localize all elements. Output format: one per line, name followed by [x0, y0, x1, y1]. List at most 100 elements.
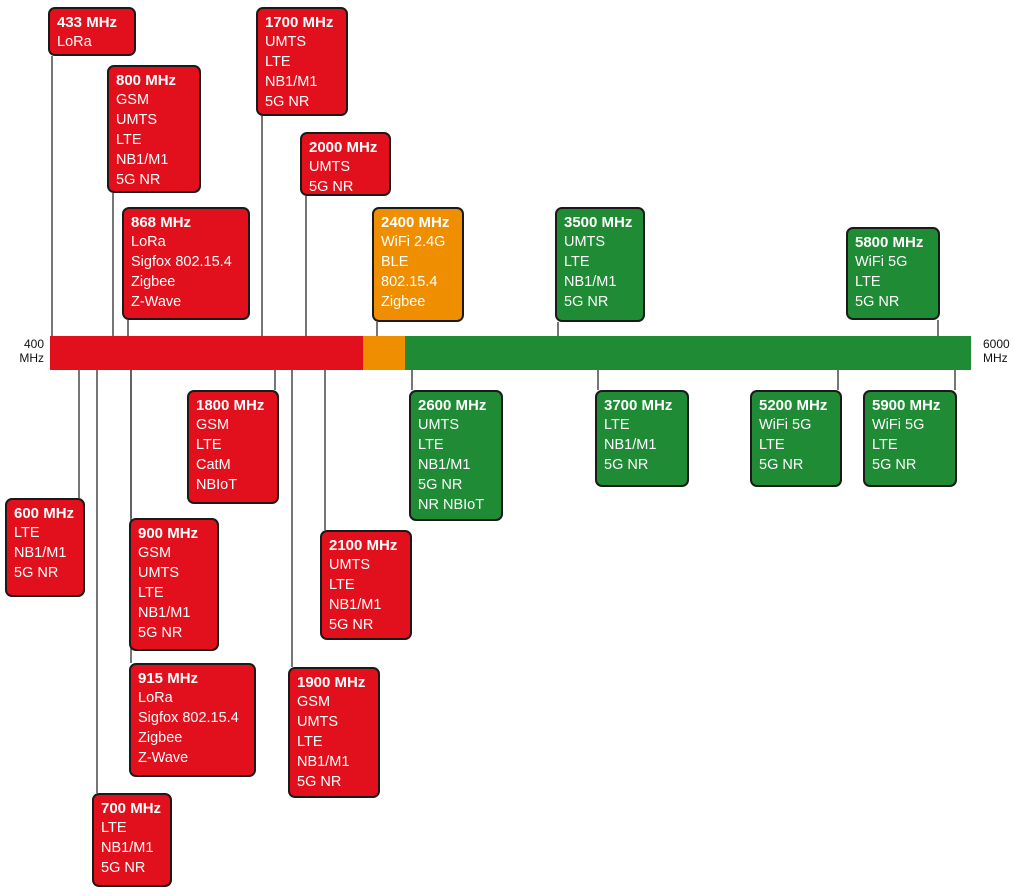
- band-frequency: 3700 MHz: [604, 397, 673, 414]
- band-technology: UMTS: [116, 112, 158, 128]
- band-card-433-mhz: 433 MHz LoRa: [48, 7, 136, 56]
- band-technology: Zigbee: [138, 730, 183, 746]
- band-frequency: 5900 MHz: [872, 397, 941, 414]
- band-frequency: 5800 MHz: [855, 234, 924, 251]
- band-frequency: 2000 MHz: [309, 139, 378, 156]
- band-card-2100-mhz: 2100 MHz UMTS LTE NB1/M1 5G NR: [320, 530, 412, 640]
- band-card-2000-mhz: 2000 MHz UMTS 5G NR: [300, 132, 391, 196]
- band-card-5200-mhz: 5200 MHz WiFi 5G LTE 5G NR: [750, 390, 842, 487]
- band-technology: LTE: [297, 734, 323, 750]
- spectrum-bar-green: [405, 336, 971, 370]
- band-technology: Z-Wave: [138, 750, 189, 766]
- band-technology: Sigfox 802.15.4: [131, 254, 232, 270]
- band-technology: LTE: [138, 585, 164, 601]
- spectrum-bar-red: [50, 336, 363, 370]
- band-technology: UMTS: [297, 714, 339, 730]
- band-card-1700-mhz: 1700 MHz UMTS LTE NB1/M1 5G NR: [256, 7, 348, 116]
- band-card-915-mhz: 915 MHz LoRa Sigfox 802.15.4 Zigbee Z-Wave: [129, 663, 256, 777]
- band-card-2600-mhz: 2600 MHz UMTS LTE NB1/M1 5G NR NR NBIoT: [409, 390, 503, 521]
- band-technology: 5G NR: [329, 617, 374, 633]
- band-frequency: 868 MHz: [131, 214, 192, 231]
- band-technology: NB1/M1: [138, 605, 191, 621]
- band-card-700-mhz: 700 MHz LTE NB1/M1 5G NR: [92, 793, 172, 887]
- band-technology: WiFi 2.4G: [381, 234, 446, 250]
- band-frequency: 600 MHz: [14, 505, 75, 522]
- band-technology: 5G NR: [297, 774, 342, 790]
- band-frequency: 700 MHz: [101, 800, 162, 817]
- band-technology: 802.15.4: [381, 274, 438, 290]
- band-technology: 5G NR: [138, 625, 183, 641]
- band-technology: GSM: [297, 694, 331, 710]
- band-technology: NB1/M1: [265, 74, 318, 90]
- band-card-2400-mhz: 2400 MHz WiFi 2.4G BLE 802.15.4 Zigbee: [372, 207, 464, 322]
- spectrum-bar-orange: [363, 336, 405, 370]
- band-technology: LoRa: [138, 690, 173, 706]
- band-technology: 5G NR: [101, 860, 146, 876]
- band-technology: NB1/M1: [604, 437, 657, 453]
- band-technology: LTE: [265, 54, 291, 70]
- axis-min-unit: MHz: [19, 351, 44, 365]
- band-technology: 5G NR: [265, 94, 310, 110]
- band-card-1900-mhz: 1900 MHz GSM UMTS LTE NB1/M1 5G NR: [288, 667, 380, 798]
- band-technology: UMTS: [564, 234, 606, 250]
- band-frequency: 1700 MHz: [265, 14, 334, 31]
- band-technology: 5G NR: [564, 294, 609, 310]
- band-frequency: 3500 MHz: [564, 214, 633, 231]
- band-card-3500-mhz: 3500 MHz UMTS LTE NB1/M1 5G NR: [555, 207, 645, 322]
- band-frequency: 5200 MHz: [759, 397, 828, 414]
- band-technology: GSM: [116, 92, 150, 108]
- band-frequency: 2400 MHz: [381, 214, 450, 231]
- band-technology: WiFi 5G: [855, 254, 908, 270]
- band-technology: Zigbee: [381, 294, 426, 310]
- band-technology: LoRa: [131, 234, 166, 250]
- band-technology: GSM: [196, 417, 230, 433]
- band-card-600-mhz: 600 MHz LTE NB1/M1 5G NR: [5, 498, 85, 597]
- band-frequency: 1900 MHz: [297, 674, 366, 691]
- band-technology: UMTS: [309, 159, 351, 175]
- band-technology: 5G NR: [872, 457, 917, 473]
- band-technology: NBIoT: [196, 477, 238, 493]
- band-technology: LTE: [604, 417, 630, 433]
- band-technology: WiFi 5G: [759, 417, 812, 433]
- band-technology: 5G NR: [14, 565, 59, 581]
- band-technology: LTE: [116, 132, 142, 148]
- axis-min-value: 400: [23, 337, 44, 351]
- band-technology: BLE: [381, 254, 409, 270]
- band-technology: NB1/M1: [14, 545, 67, 561]
- band-technology: LTE: [418, 437, 444, 453]
- axis-max-label: 6000 MHz: [983, 337, 1010, 365]
- axis-max-unit: MHz: [983, 351, 1008, 365]
- band-technology: LTE: [564, 254, 590, 270]
- band-card-5800-mhz: 5800 MHz WiFi 5G LTE 5G NR: [846, 227, 940, 320]
- band-card-800-mhz: 800 MHz GSM UMTS LTE NB1/M1 5G NR: [107, 65, 201, 193]
- band-technology: NB1/M1: [101, 840, 154, 856]
- band-frequency: 2600 MHz: [418, 397, 487, 414]
- band-card-868-mhz: 868 MHz LoRa Sigfox 802.15.4 Zigbee Z-Wave: [122, 207, 250, 320]
- band-technology: LTE: [196, 437, 222, 453]
- axis-max-value: 6000: [983, 337, 1010, 351]
- band-technology: CatM: [196, 457, 231, 473]
- band-card-1800-mhz: 1800 MHz GSM LTE CatM NBIoT: [187, 390, 279, 504]
- band-technology: LoRa: [57, 34, 92, 50]
- axis-min-label: 400 MHz: [18, 337, 44, 365]
- band-technology: 5G NR: [855, 294, 900, 310]
- band-card-900-mhz: 900 MHz GSM UMTS LTE NB1/M1 5G NR: [129, 518, 219, 651]
- band-technology: NB1/M1: [329, 597, 382, 613]
- band-frequency: 1800 MHz: [196, 397, 265, 414]
- band-technology: LTE: [759, 437, 785, 453]
- band-technology: LTE: [855, 274, 881, 290]
- band-technology: 5G NR: [309, 179, 354, 195]
- band-technology: Zigbee: [131, 274, 176, 290]
- band-technology: LTE: [329, 577, 355, 593]
- band-frequency: 800 MHz: [116, 72, 177, 89]
- band-technology: LTE: [101, 820, 127, 836]
- band-card-3700-mhz: 3700 MHz LTE NB1/M1 5G NR: [595, 390, 689, 487]
- band-card-5900-mhz: 5900 MHz WiFi 5G LTE 5G NR: [863, 390, 957, 487]
- band-technology: LTE: [872, 437, 898, 453]
- band-technology: NB1/M1: [418, 457, 471, 473]
- band-technology: NB1/M1: [116, 152, 169, 168]
- band-technology: Z-Wave: [131, 294, 182, 310]
- band-technology: 5G NR: [759, 457, 804, 473]
- band-technology: WiFi 5G: [872, 417, 925, 433]
